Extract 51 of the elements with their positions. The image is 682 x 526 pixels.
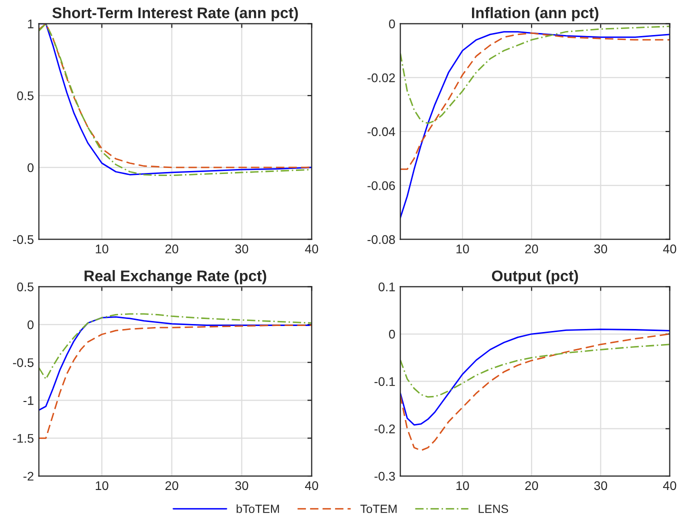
line-series xyxy=(400,344,670,398)
x-tick-label: 30 xyxy=(594,481,608,490)
y-tick-label: -0.2 xyxy=(374,424,395,434)
chart-title: Output (pct) xyxy=(492,270,578,284)
y-tick-label: -0.3 xyxy=(374,472,395,481)
y-tick-label: -0.06 xyxy=(368,181,395,190)
y-tick-label: -0.04 xyxy=(368,127,396,136)
x-tick-label: 20 xyxy=(525,244,538,254)
y-tick-label: -0.5 xyxy=(13,358,34,368)
x-tick-label: 10 xyxy=(456,481,469,490)
line-series xyxy=(38,313,312,380)
y-tick-label: 0 xyxy=(28,320,34,330)
y-tick-label: -2 xyxy=(23,472,34,481)
x-tick-label: 20 xyxy=(165,481,178,490)
line-series xyxy=(38,316,312,411)
y-tick-label: -0.02 xyxy=(368,73,395,82)
line-series xyxy=(400,31,670,218)
x-tick-label: 40 xyxy=(305,244,318,254)
y-tick-label: -1.5 xyxy=(13,434,34,443)
y-tick-label: -0.1 xyxy=(374,377,395,386)
x-tick-label: 10 xyxy=(456,244,469,254)
line-series xyxy=(38,324,312,439)
x-tick-label: 10 xyxy=(96,481,108,490)
legend-label: LENS xyxy=(478,504,508,514)
y-tick-label: 0 xyxy=(389,19,395,28)
x-tick-label: 40 xyxy=(663,244,676,254)
x-tick-label: 20 xyxy=(525,481,538,490)
x-tick-label: 30 xyxy=(235,481,248,490)
chart-title: Inflation (ann pct) xyxy=(472,7,598,22)
y-tick-label: -0.08 xyxy=(368,235,395,244)
line-series xyxy=(400,333,670,452)
x-tick-label: 40 xyxy=(663,481,676,490)
x-tick-label: 40 xyxy=(305,481,318,490)
y-tick-label: 0.5 xyxy=(17,282,34,292)
y-tick-label: 1 xyxy=(28,20,34,28)
x-tick-label: 20 xyxy=(165,244,178,254)
line-series xyxy=(400,32,670,170)
chart-title: Short-Term Interest Rate (ann pct) xyxy=(52,7,298,22)
legend-label: ToTEM xyxy=(360,504,397,514)
chart-title: Real Exchange Rate (pct) xyxy=(84,270,266,284)
line-series xyxy=(400,328,670,426)
legend-label: bToTEM xyxy=(236,504,279,514)
x-tick-label: 10 xyxy=(96,244,108,254)
y-tick-label: 0.1 xyxy=(378,282,395,292)
y-tick-label: -1 xyxy=(23,396,34,405)
y-tick-label: -0.5 xyxy=(13,235,34,244)
y-tick-label: 0 xyxy=(28,163,34,172)
x-tick-label: 30 xyxy=(235,244,248,254)
x-tick-label: 30 xyxy=(594,244,608,254)
y-tick-label: 0.5 xyxy=(17,91,34,100)
y-tick-label: 0 xyxy=(389,330,395,339)
